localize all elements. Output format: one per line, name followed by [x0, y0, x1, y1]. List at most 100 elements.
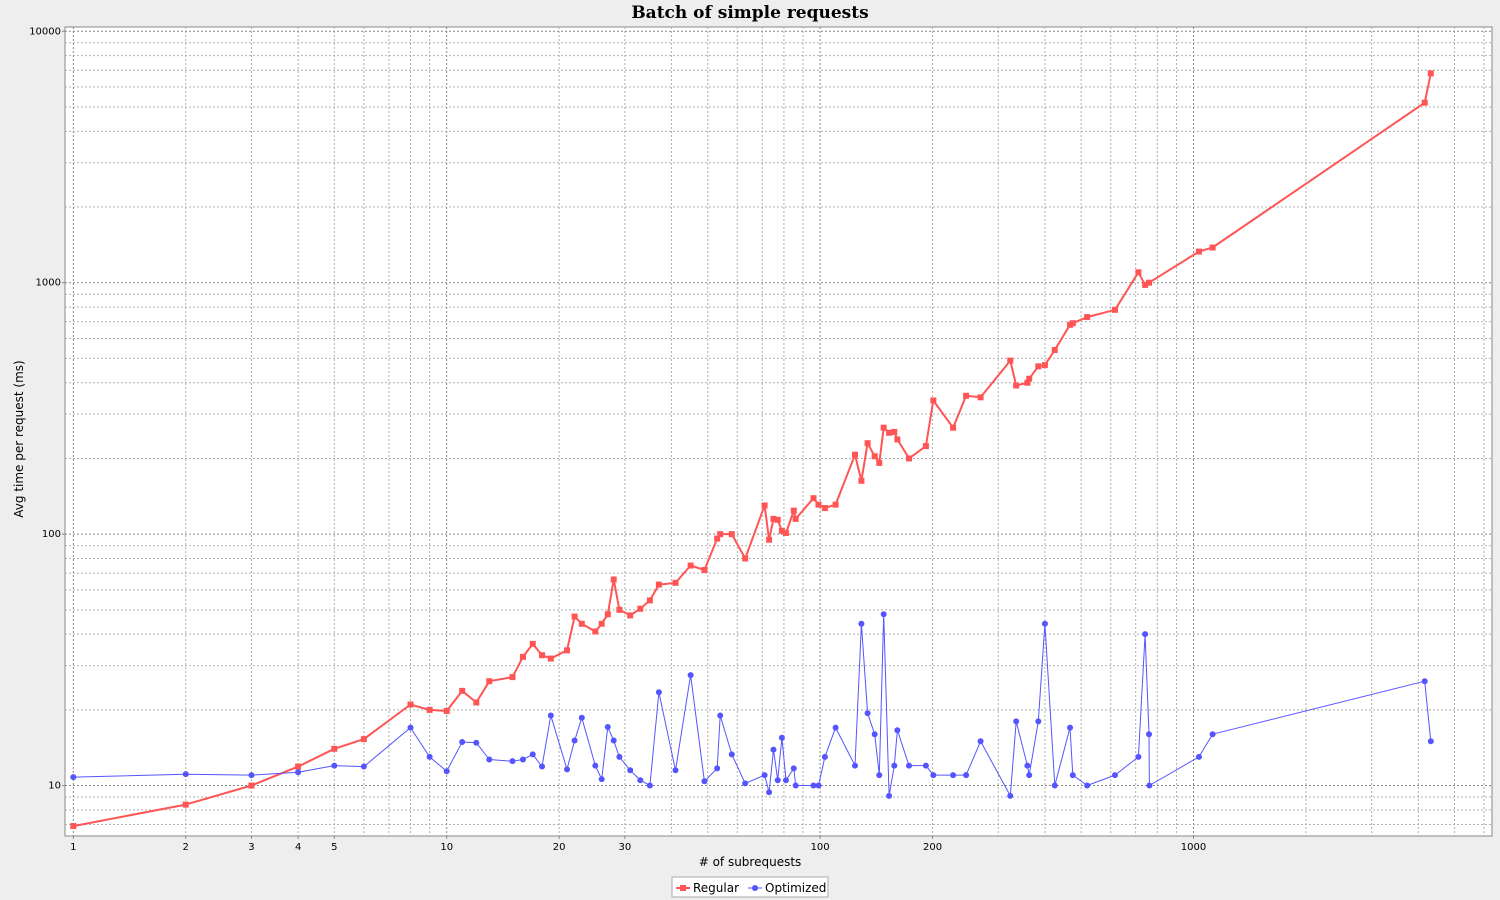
- optimized-point: [815, 782, 822, 789]
- optimized-point: [810, 782, 817, 789]
- optimized-point: [770, 746, 777, 753]
- series-layer: [70, 70, 1434, 830]
- optimized-point: [1142, 631, 1149, 638]
- regular-point: [1421, 99, 1428, 106]
- optimized-point: [1135, 753, 1142, 760]
- regular-point: [509, 674, 516, 681]
- regular-point: [687, 562, 694, 569]
- regular-point: [486, 678, 493, 685]
- x-tick-label: 20: [553, 842, 566, 853]
- optimized-point: [604, 723, 611, 730]
- x-tick-label: 2: [183, 842, 189, 853]
- regular-point: [1111, 306, 1118, 313]
- optimized-point: [1035, 718, 1042, 725]
- optimized-point: [963, 772, 970, 779]
- optimized-point: [1007, 792, 1014, 799]
- optimized-point: [539, 763, 546, 770]
- optimized-point: [426, 753, 433, 760]
- optimized-point: [922, 762, 929, 769]
- optimized-point: [864, 710, 871, 717]
- optimized-point: [1146, 731, 1153, 738]
- optimized-point: [1067, 724, 1074, 731]
- y-axis-label: Avg time per request (ms): [12, 360, 26, 517]
- optimized-point: [564, 766, 571, 773]
- regular-point: [407, 701, 414, 708]
- y-tick-label: 10: [48, 781, 61, 792]
- optimized-point: [894, 727, 901, 734]
- optimized-point: [852, 762, 859, 769]
- regular-point: [871, 453, 878, 460]
- optimized-point: [407, 724, 414, 731]
- optimized-point: [714, 765, 721, 772]
- optimized-point: [360, 763, 367, 770]
- regular-point: [930, 397, 937, 404]
- regular-point: [864, 440, 871, 447]
- regular-point: [610, 576, 617, 583]
- optimized-point: [610, 737, 617, 744]
- regular-point: [774, 516, 781, 523]
- legend: Regular Optimized: [671, 876, 829, 898]
- optimized-point: [598, 776, 605, 783]
- regular-point: [564, 647, 571, 654]
- regular-point: [655, 581, 662, 588]
- optimized-point: [858, 620, 865, 627]
- optimized-point: [1146, 782, 1153, 789]
- regular-point: [1007, 357, 1014, 364]
- optimized-point: [519, 756, 526, 763]
- chart-title: Batch of simple requests: [631, 3, 868, 23]
- gridlines: [65, 27, 1492, 836]
- regular-point: [891, 428, 898, 435]
- optimized-point: [1209, 731, 1216, 738]
- regular-point: [894, 436, 901, 443]
- x-tick-label: 100: [811, 842, 830, 853]
- x-axis-label: # of subrequests: [699, 855, 802, 869]
- regular-point: [1084, 314, 1091, 321]
- optimized-point: [701, 778, 708, 785]
- x-axis: 1 2 3 4 5 10 20 30 100 200 1000: [70, 836, 1206, 853]
- optimized-point: [742, 780, 749, 787]
- regular-point: [1209, 244, 1216, 251]
- optimized-point: [977, 738, 984, 745]
- optimized-point: [1427, 738, 1434, 745]
- regular-point: [578, 620, 585, 627]
- regular-point: [778, 527, 785, 534]
- optimized-point: [1026, 772, 1033, 779]
- legend-optimized-label: Optimized: [765, 881, 826, 895]
- regular-point: [360, 736, 367, 743]
- optimized-point: [1041, 620, 1048, 627]
- optimized-point: [509, 758, 516, 765]
- regular-point: [766, 536, 773, 543]
- optimized-point: [646, 782, 653, 789]
- regular-point: [742, 555, 749, 562]
- regular-point: [1051, 346, 1058, 353]
- optimized-point: [571, 737, 578, 744]
- regular-point: [815, 501, 822, 508]
- optimized-point: [70, 774, 77, 781]
- x-tick-label: 4: [295, 842, 301, 853]
- optimized-point: [627, 767, 634, 774]
- optimized-point: [1111, 772, 1118, 779]
- regular-point: [627, 612, 634, 619]
- regular-point: [1026, 375, 1033, 382]
- x-tick-label: 1: [70, 842, 76, 853]
- regular-point: [832, 501, 839, 508]
- regular-point: [1142, 281, 1149, 288]
- regular-point: [598, 620, 605, 627]
- optimized-point: [906, 762, 913, 769]
- optimized-point: [761, 772, 768, 779]
- optimized-point: [331, 762, 338, 769]
- y-axis: 10 100 1000 10000: [29, 26, 65, 792]
- optimized-point: [832, 724, 839, 731]
- regular-point: [821, 505, 828, 512]
- optimized-point: [930, 772, 937, 779]
- optimized-point: [1051, 782, 1058, 789]
- regular-point: [637, 605, 644, 612]
- regular-point: [459, 687, 466, 694]
- regular-point: [1069, 320, 1076, 327]
- optimized-point: [1069, 772, 1076, 779]
- regular-point: [1013, 382, 1020, 389]
- optimized-point: [672, 767, 679, 774]
- regular-point: [950, 424, 957, 431]
- regular-point: [728, 531, 735, 538]
